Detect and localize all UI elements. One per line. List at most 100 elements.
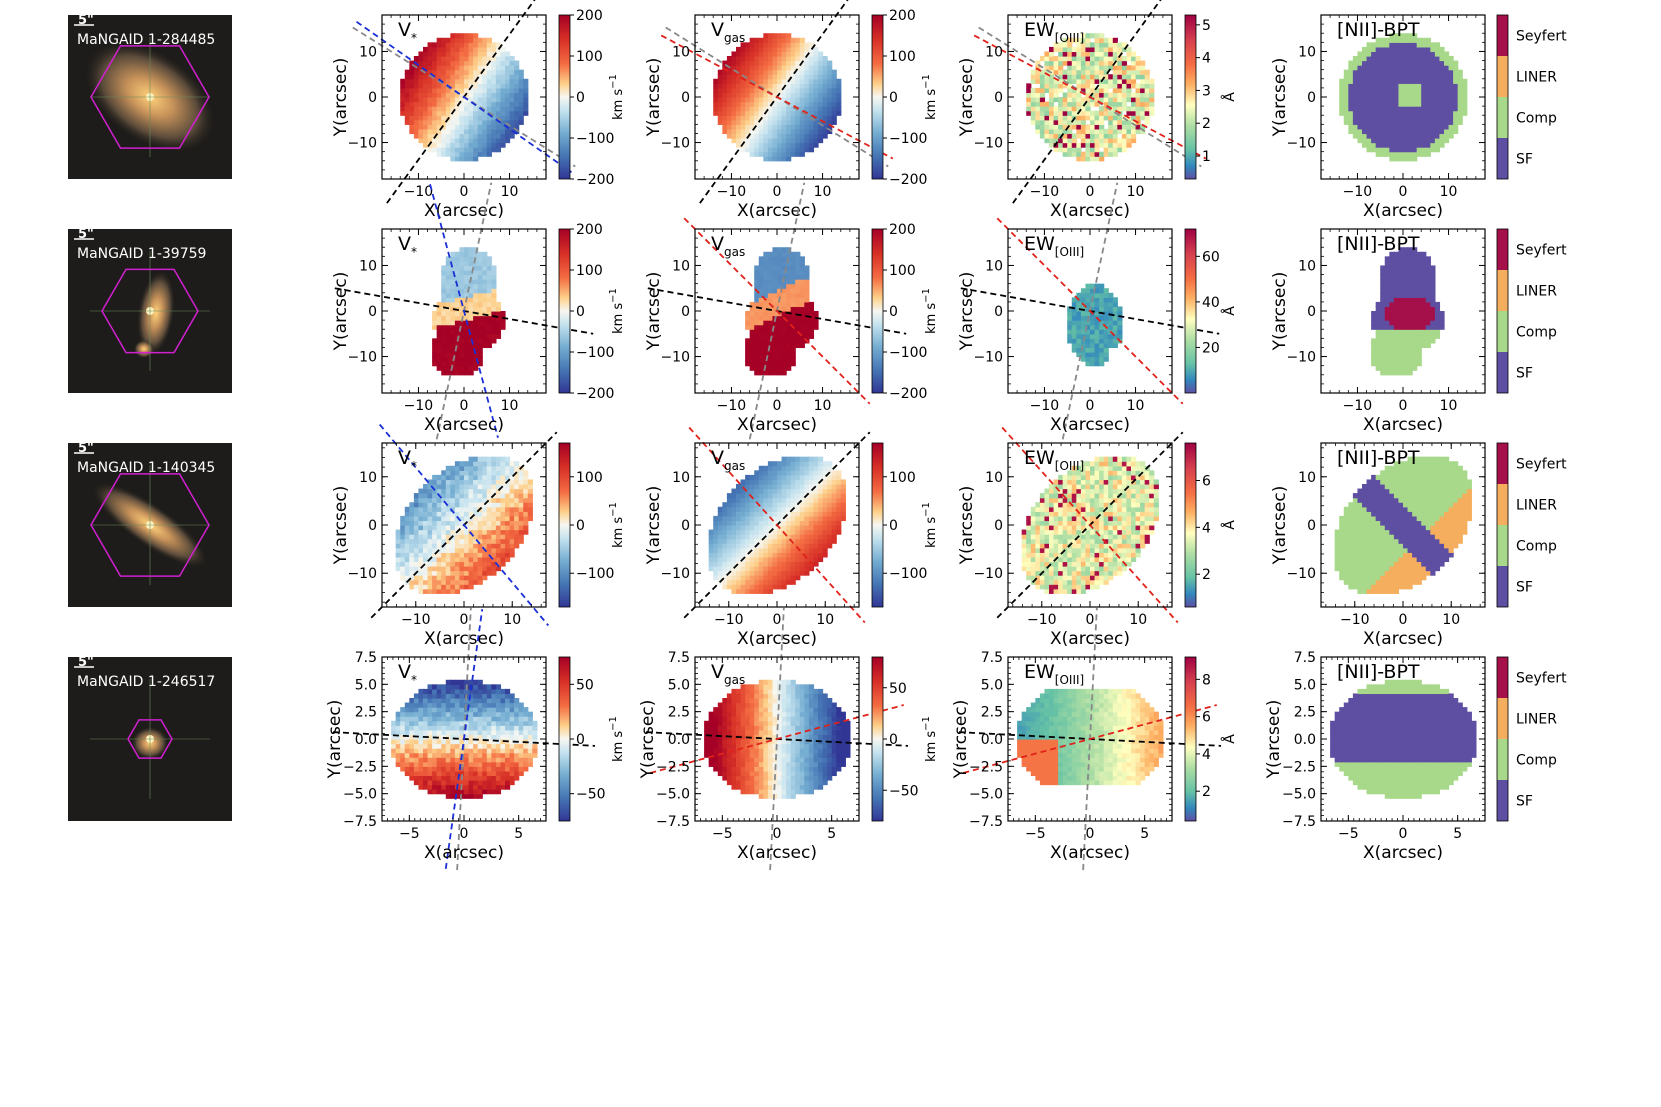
map-pixel [713,106,719,112]
map-pixel [1416,106,1422,112]
map-pixel [1430,56,1436,62]
map-pixel [1380,265,1386,271]
map-pixel [436,579,442,585]
map-pixel [1362,97,1368,103]
map-pixel [477,534,483,540]
map-pixel [1357,78,1363,84]
map-pixel [464,115,470,121]
map-pixel [1067,142,1073,148]
map-pixel [1062,46,1068,53]
map-pixel [767,297,774,303]
map-pixel [1140,65,1146,71]
map-pixel [432,128,438,135]
map-pixel [505,78,511,84]
map-pixel [772,338,778,344]
map-pixel [813,320,819,326]
map-pixel [1425,42,1431,48]
map-pixel [781,320,787,326]
map-pixel [777,306,783,312]
map-pixel [1094,115,1100,121]
map-pixel [772,65,778,71]
map-pixel [736,128,742,135]
map-pixel [468,78,474,84]
map-pixel [799,46,805,53]
map-pixel [1062,42,1068,48]
map-pixel [436,588,442,594]
map-pixel [1403,147,1409,153]
velocity-colorbar [871,228,884,394]
map-pixel [1362,119,1368,125]
map-pixel [423,556,429,563]
map-pixel [781,138,787,144]
map-pixel [514,128,520,135]
map-pixel [509,56,515,62]
map-pixel [745,361,751,367]
map-pixel [777,106,783,112]
colorbar-tick-label: 100 [576,263,603,279]
map-pixel [1389,101,1395,107]
map-pixel [436,534,442,540]
map-pixel [423,566,429,572]
map-pixel [758,356,764,362]
map-pixel [441,329,447,335]
map-pixel [409,556,415,563]
map-pixel [1121,92,1128,98]
map-pixel [754,324,760,330]
map-pixel [1099,42,1105,48]
map-pixel [758,338,764,344]
map-pixel [781,251,787,257]
map-pixel [477,575,483,581]
map-pixel [1412,69,1418,75]
map-pixel [767,342,774,349]
map-pixel [1080,106,1087,112]
map-pixel [1085,333,1091,339]
map-pixel [808,69,815,75]
map-pixel [795,274,801,280]
map-pixel [749,65,755,71]
map-pixel [1343,74,1349,80]
map-pixel [432,342,438,349]
map-pixel [1094,333,1100,339]
map-pixel [423,588,429,594]
map-pixel [445,484,451,490]
map-pixel [473,156,479,162]
map-pixel [717,83,723,89]
map-pixel [491,97,497,103]
map-pixel [758,274,764,280]
map-pixel [459,556,465,563]
map-pixel [1393,356,1400,362]
map-pixel [1425,110,1431,116]
map-pixel [473,147,479,153]
map-pixel [1067,92,1073,98]
map-pixel [745,51,751,57]
map-pixel [473,142,479,148]
map-pixel [1375,128,1381,135]
map-pixel [795,124,801,130]
map-pixel [1108,74,1114,80]
map-pixel [445,46,451,53]
map-pixel [795,338,801,344]
map-pixel [1094,342,1100,349]
map-pixel [441,342,447,349]
map-pixel [1071,37,1077,43]
map-pixel [482,51,488,57]
map-pixel [445,128,451,135]
map-pixel [1393,74,1400,80]
map-pixel [1384,42,1390,48]
map-pixel [1108,37,1114,43]
map-pixel [1117,106,1123,112]
map-pixel [781,46,787,53]
map-pixel [423,515,429,522]
map-pixel [781,342,787,349]
map-pixel [749,42,755,48]
map-pixel [1380,138,1386,144]
map-pixel [1080,97,1087,103]
map-pixel [1076,133,1082,139]
map-pixel [418,547,424,553]
map-pixel [1085,133,1091,139]
map-pixel [1131,92,1137,98]
map-pixel [1398,329,1404,335]
map-pixel [781,247,787,253]
map-pixel [1076,347,1082,353]
map-pixel [468,51,474,57]
